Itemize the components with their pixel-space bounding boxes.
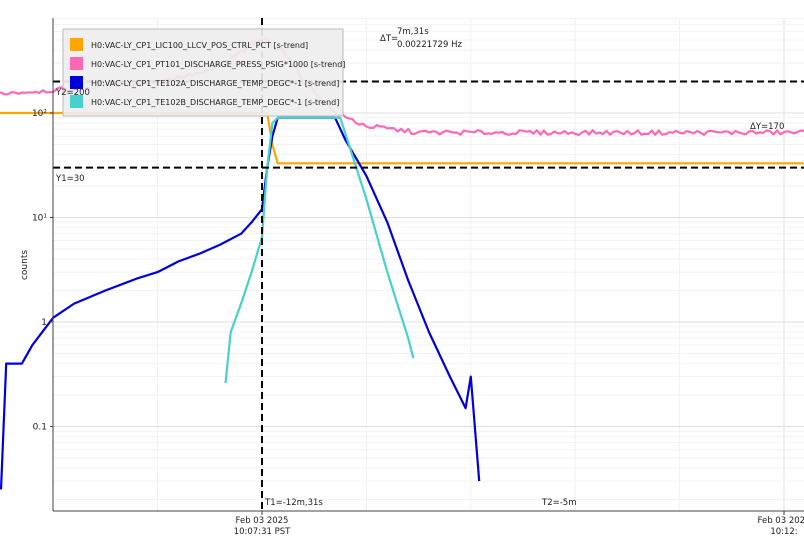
y-tick-label: 10²: [32, 109, 47, 119]
legend-swatch: [70, 57, 83, 70]
series-layer: [0, 37, 804, 490]
legend-box: [62, 28, 344, 117]
legend: H0:VAC-LY_CP1_LIC100_LLCV_POS_CTRL_PCT […: [62, 28, 345, 117]
y-tick-label: 10¹: [32, 214, 47, 224]
legend-swatch: [70, 95, 83, 108]
x-tick-date: Feb 03 2025: [236, 516, 289, 526]
t1-cursor-label: T1=-12m,31s: [264, 498, 323, 508]
y-tick-label: 1: [41, 318, 47, 328]
series-line-2: [0, 37, 804, 136]
x-tick-time: 10:07:31 PST: [234, 527, 291, 537]
series-line-4: [224, 116, 415, 384]
cursor-readouts: T1=-12m,31s T2=-5m Y2=200 Y1=30 ΔT= 7m,3…: [55, 27, 784, 508]
series-line-1: [0, 111, 804, 165]
legend-swatch: [70, 38, 83, 51]
legend-label: H0:VAC-LY_CP1_TE102B_DISCHARGE_TEMP_DEGC…: [91, 98, 339, 107]
y2-cursor-label: Y2=200: [55, 88, 90, 98]
legend-label: H0:VAC-LY_CP1_TE102A_DISCHARGE_TEMP_DEGC…: [91, 79, 339, 88]
delta-y-label: ΔY=170: [750, 122, 784, 132]
legend-label: H0:VAC-LY_CP1_PT101_DISCHARGE_PRESS_PSIG…: [91, 60, 345, 69]
legend-label: H0:VAC-LY_CP1_LIC100_LLCV_POS_CTRL_PCT […: [91, 41, 308, 50]
delta-t-value: 7m,31s: [397, 27, 429, 37]
y-tick-labels: 0.1 1 10¹ 10²: [32, 109, 53, 433]
y1-cursor-label: Y1=30: [55, 174, 85, 184]
legend-swatch: [70, 76, 83, 89]
x-tick-date: Feb 03 2025: [758, 516, 804, 526]
chart-grid: [52, 18, 804, 511]
plot-frame: [52, 18, 804, 512]
delta-t-frequency: 0.00221729 Hz: [397, 40, 462, 50]
t2-cursor-label: T2=-5m: [541, 498, 576, 508]
y-axis-label: counts: [20, 250, 30, 280]
delta-t-prefix: ΔT=: [380, 34, 398, 44]
y-tick-label: 0.1: [33, 423, 47, 433]
x-tick-time: 10:12:: [770, 527, 797, 537]
